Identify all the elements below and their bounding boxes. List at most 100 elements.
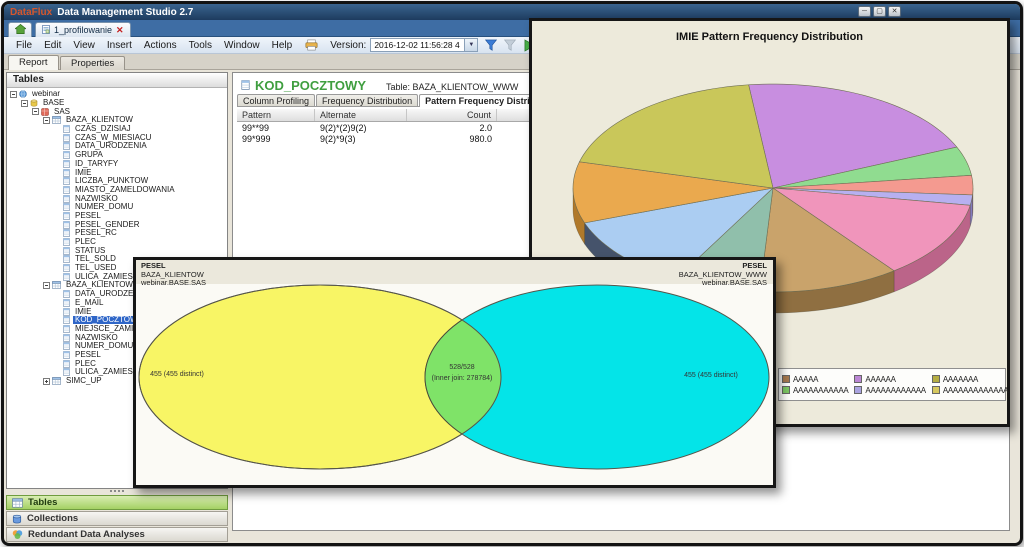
tree-item-baza_klientow_www[interactable]: BAZA_KLIENTOW_WWW	[7, 281, 227, 290]
expander-icon[interactable]	[43, 377, 50, 385]
grid-header-alternate[interactable]: Alternate	[315, 109, 407, 121]
view-tab-properties[interactable]: Properties	[60, 56, 126, 70]
legend-entry: AAAAAAAAAAA	[779, 385, 851, 396]
redundant-icon	[12, 529, 23, 540]
tree-item-pesel[interactable]: PESEL	[7, 211, 227, 221]
tree-item-base[interactable]: BASE	[7, 99, 227, 108]
tree-item-label: GRUPA	[75, 150, 103, 160]
menu-window[interactable]: Window	[224, 39, 260, 51]
tree-item-tel_sold[interactable]: TEL_SOLD	[7, 255, 227, 264]
expander-icon[interactable]	[43, 281, 50, 289]
expander-icon[interactable]	[43, 116, 50, 124]
menu-help[interactable]: Help	[271, 39, 293, 51]
window-title: Data Management Studio 2.7	[57, 6, 194, 18]
tree-item-imie[interactable]: IMIE	[7, 168, 227, 177]
menu-file[interactable]: File	[16, 39, 33, 51]
tables-tree: webinar BASE SAS BAZA_KLIENTOW CZAS_DZISIAJ C…	[7, 88, 227, 385]
tree-item-simc_up[interactable]: SIMC_UP	[7, 377, 227, 386]
splitter-handle[interactable]	[6, 490, 228, 494]
menu-actions[interactable]: Actions	[143, 39, 177, 51]
tree-item-pesel_rc[interactable]: PESEL_RC	[7, 229, 227, 238]
menu-edit[interactable]: Edit	[44, 39, 62, 51]
version-label: Version:	[330, 39, 367, 51]
report-tab-column-profiling[interactable]: Column Profiling	[237, 94, 316, 106]
venn-diagram-window[interactable]: PESEL BAZA_KLIENTOW webinar.BASE.SAS PES…	[133, 257, 776, 488]
menu-tools[interactable]: Tools	[188, 39, 213, 51]
tree-item-numer_domu[interactable]: NUMER_DOMU	[7, 203, 227, 212]
app-logo: DataFlux	[10, 6, 53, 18]
tree-item-label: NAZWISKO	[75, 332, 118, 342]
column-icon	[63, 272, 70, 281]
column-icon	[63, 212, 70, 220]
tree-item-tel_used[interactable]: TEL_USED	[7, 264, 227, 273]
tree-item-id_taryfy[interactable]: ID_TARYFY	[7, 159, 227, 169]
tree-item-label: BAZA_KLIENTOW	[66, 115, 133, 125]
filter-icon[interactable]	[485, 39, 498, 51]
grid-header-count[interactable]: Count	[407, 109, 497, 121]
tree-item-kod_pocztowy[interactable]: KOD_POCZTOWY	[7, 316, 227, 325]
grid-cell: 99**99	[242, 123, 270, 133]
legend-swatch	[854, 375, 863, 383]
tree-item-webinar[interactable]: webinar	[7, 90, 227, 99]
tree-item-ulica_zamieszkania[interactable]: ULICA_ZAMIESZKANIA	[7, 272, 227, 281]
maximize-button[interactable]: ▢	[873, 6, 886, 17]
tree-item-plec[interactable]: PLEC	[7, 238, 227, 247]
print-icon[interactable]	[305, 39, 318, 51]
schema-icon	[41, 107, 49, 116]
venn-diagram[interactable]	[136, 260, 773, 490]
minimize-button[interactable]: ─	[858, 6, 871, 17]
nav-button-tables[interactable]: Tables	[6, 495, 228, 510]
tree-item-czas_dzisiaj[interactable]: CZAS_DZISIAJ	[7, 125, 227, 134]
tree-item-numer_domu[interactable]: NUMER_DOMU	[7, 342, 227, 351]
menu-insert[interactable]: Insert	[106, 39, 132, 51]
catalog-icon	[30, 99, 38, 107]
tree-item-label: KOD_POCZTOWY	[73, 315, 145, 325]
view-tab-report[interactable]: Report	[8, 55, 59, 70]
tree-item-label: CZAS_W_MIESIACU	[75, 132, 152, 142]
close-button[interactable]: ✕	[888, 6, 901, 17]
tree-item-plec[interactable]: PLEC	[7, 359, 227, 368]
tree-item-baza_klientow[interactable]: BAZA_KLIENTOW	[7, 116, 227, 125]
column-icon	[63, 264, 70, 272]
expander-icon[interactable]	[32, 108, 39, 116]
tree-item-sas[interactable]: SAS	[7, 107, 227, 116]
tree-item-imie[interactable]: IMIE	[7, 307, 227, 316]
tree-item-data_urodzenia[interactable]: DATA_URODZENIA	[7, 142, 227, 151]
legend-swatch	[854, 386, 863, 394]
expander-icon[interactable]	[10, 90, 17, 98]
tree-item-miejsce_zamieszkania[interactable]: MIEJSCE_ZAMIESZKANIA	[7, 324, 227, 334]
column-icon	[63, 203, 70, 212]
home-tab[interactable]	[8, 22, 32, 37]
tree-item-data_urodzenia[interactable]: DATA_URODZENIA	[7, 290, 227, 299]
clear-filter-icon[interactable]	[504, 39, 517, 51]
version-combobox[interactable]: 2016-12-02 11:56:28 4 ▼	[370, 38, 479, 52]
tree-item-miasto_zameldowania[interactable]: MIASTO_ZAMELDOWANIA	[7, 185, 227, 195]
tree-item-label: TEL_USED	[75, 263, 117, 273]
tree-item-status[interactable]: STATUS	[7, 246, 227, 255]
menu-view[interactable]: View	[73, 39, 95, 51]
column-icon	[63, 307, 70, 316]
tree-item-e_mail[interactable]: E_MAIL	[7, 298, 227, 308]
tree-item-grupa[interactable]: GRUPA	[7, 151, 227, 160]
legend-swatch	[931, 375, 940, 383]
nav-button-collections[interactable]: Collections	[6, 511, 228, 526]
close-tab-icon[interactable]: ✕	[116, 24, 124, 35]
grid-cell: 2.0	[479, 123, 492, 133]
tree-item-czas_w_miesiacu[interactable]: CZAS_W_MIESIACU	[7, 133, 227, 142]
tree-item-nazwisko[interactable]: NAZWISKO	[7, 333, 227, 342]
tree-item-pesel_gender[interactable]: PESEL_GENDER	[7, 220, 227, 229]
tree-item-pesel[interactable]: PESEL	[7, 350, 227, 360]
expander-icon[interactable]	[21, 99, 28, 107]
tree-item-label: LICZBA_PUNKTOW	[75, 176, 149, 186]
grid-header-pattern[interactable]: Pattern	[237, 109, 315, 121]
chevron-down-icon[interactable]: ▼	[464, 39, 478, 51]
tab-1-profilowanie[interactable]: 1_profilowanie ✕	[35, 22, 131, 37]
column-icon	[63, 342, 70, 351]
tree-item-ulica_zamieszkania[interactable]: ULICA_ZAMIESZKANIA	[7, 368, 227, 377]
tree-item-nazwisko[interactable]: NAZWISKO	[7, 194, 227, 203]
report-tab-frequency-distribution[interactable]: Frequency Distribution	[316, 94, 419, 106]
tree-item-liczba_punktow[interactable]: LICZBA_PUNKTOW	[7, 177, 227, 186]
venn-left-source-info: PESEL BAZA_KLIENTOW webinar.BASE.SAS	[141, 261, 207, 287]
venn-right-source-info: PESEL BAZA_KLIENTOW_WWW webinar.BASE.SAS	[678, 261, 767, 287]
nav-button-redundant-data-analyses[interactable]: Redundant Data Analyses	[6, 527, 228, 542]
